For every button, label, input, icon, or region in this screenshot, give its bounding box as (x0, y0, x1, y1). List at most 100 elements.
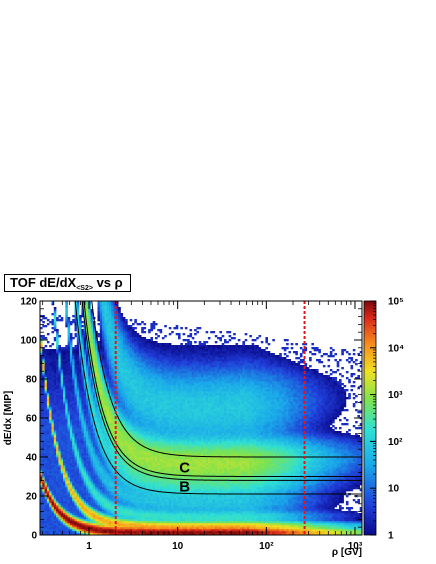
heatmap-cell (141, 523, 144, 526)
heatmap-cell (129, 375, 133, 378)
heatmap-cell (115, 457, 119, 460)
heatmap-cell (118, 343, 121, 346)
heatmap-cell (95, 461, 98, 464)
heatmap-cell (136, 405, 140, 408)
heatmap-cell (72, 465, 75, 468)
heatmap-cell (40, 449, 43, 452)
heatmap-cell (90, 425, 94, 428)
heatmap-cell (83, 445, 87, 448)
heatmap-cell (118, 497, 121, 500)
heatmap-cell (99, 325, 103, 328)
heatmap-cell (129, 397, 133, 400)
heatmap-cell (102, 309, 105, 312)
heatmap-cell (69, 393, 73, 396)
heatmap-cell (136, 381, 140, 384)
heatmap-cell (92, 405, 96, 408)
heatmap-cell (118, 337, 121, 340)
heatmap-cell (134, 409, 137, 412)
heatmap-cell (129, 357, 133, 360)
heatmap-cell (72, 531, 75, 534)
heatmap-cell (46, 423, 50, 426)
heatmap-cell (86, 309, 89, 312)
heatmap-cell (60, 453, 64, 456)
heatmap-cell (92, 451, 96, 454)
heatmap-cell (72, 469, 75, 472)
heatmap-cell (141, 493, 144, 496)
heatmap-cell (42, 355, 45, 358)
heatmap-cell (129, 407, 133, 410)
heatmap-cell (60, 513, 64, 516)
heatmap-cell (102, 481, 105, 484)
heatmap-cell (120, 319, 124, 322)
heatmap-cell (118, 445, 121, 448)
heatmap-cell (56, 319, 59, 322)
heatmap-cell (46, 399, 50, 402)
heatmap-cell (136, 529, 140, 532)
heatmap-cell (111, 345, 114, 348)
heatmap-cell (141, 327, 144, 330)
heatmap-cell (143, 527, 147, 530)
heatmap-cell (99, 381, 103, 384)
heatmap-cell (141, 455, 144, 458)
heatmap-cell (143, 493, 147, 496)
heatmap-cell (125, 381, 128, 384)
heatmap-cell (83, 345, 87, 348)
heatmap-cell (69, 477, 73, 480)
heatmap-cell (90, 393, 94, 396)
heatmap-cell (69, 357, 73, 360)
heatmap-cell (46, 391, 50, 394)
heatmap-cell (134, 393, 137, 396)
heatmap-cell (109, 353, 112, 356)
heatmap-cell (83, 505, 87, 508)
heatmap-cell (69, 383, 73, 386)
heatmap-cell (86, 323, 89, 326)
heatmap-cell (111, 309, 114, 312)
heatmap-cell (56, 421, 59, 424)
heatmap-cell (44, 385, 48, 388)
heatmap-cell (46, 467, 50, 470)
heatmap-cell (74, 467, 78, 470)
heatmap-cell (83, 439, 87, 442)
heatmap-cell (76, 459, 80, 462)
heatmap-cell (141, 369, 144, 372)
heatmap-cell (79, 385, 82, 388)
heatmap-cell (138, 503, 142, 506)
heatmap-cell (120, 501, 124, 504)
heatmap-cell (102, 529, 105, 532)
heatmap-cell (141, 359, 144, 362)
heatmap-cell (69, 485, 73, 488)
heatmap-cell (51, 375, 55, 378)
heatmap-cell (40, 361, 43, 364)
heatmap-cell (104, 525, 107, 528)
heatmap-cell (145, 503, 149, 506)
heatmap-cell (49, 477, 52, 480)
heatmap-cell (40, 531, 43, 534)
heatmap-cell (44, 459, 48, 462)
heatmap-cell (111, 417, 114, 420)
heatmap-cell (129, 367, 133, 370)
heatmap-cell (102, 453, 105, 456)
heatmap-cell (53, 415, 57, 418)
heatmap-cell (86, 431, 89, 434)
heatmap-cell (42, 459, 45, 462)
heatmap-cell (86, 495, 89, 498)
heatmap-cell (120, 479, 124, 482)
heatmap-cell (83, 319, 87, 322)
heatmap-cell (143, 517, 147, 520)
heatmap-cell (74, 507, 78, 510)
heatmap-cell (141, 501, 144, 504)
heatmap-cell (106, 335, 110, 338)
heatmap-cell (136, 427, 140, 430)
heatmap-cell (111, 527, 114, 530)
heatmap-cell (46, 481, 50, 484)
heatmap-cell (81, 493, 84, 496)
heatmap-cell (76, 511, 80, 514)
heatmap-cell (111, 477, 114, 480)
heatmap-cell (138, 335, 142, 338)
heatmap-cell (127, 411, 130, 414)
heatmap-cell (99, 501, 103, 504)
heatmap-cell (115, 333, 119, 336)
heatmap-cell (95, 455, 98, 458)
heatmap-cell (92, 439, 96, 442)
heatmap-cell (136, 339, 140, 342)
